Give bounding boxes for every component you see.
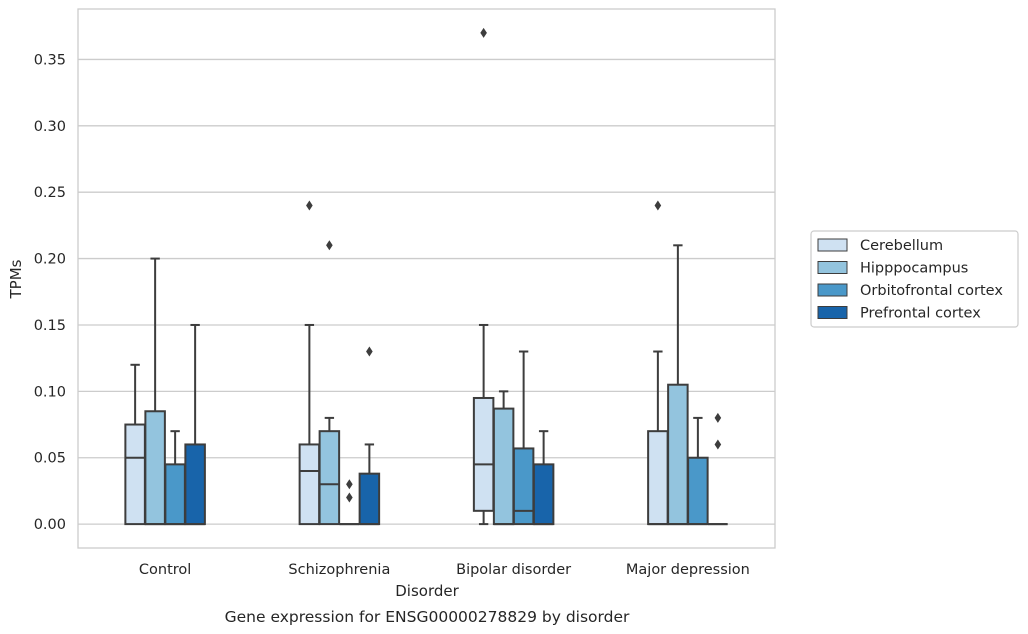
legend-label: Orbitofrontal cortex (860, 283, 1003, 299)
legend-frame (810, 230, 1019, 328)
y-tick-label: 0.05 (34, 451, 66, 467)
legend-label: Hipppocampus (860, 261, 968, 277)
legend: Cerebellum Hipppocampus Orbitofrontal cort… (810, 230, 1019, 328)
box-hipppocampus (144, 257, 166, 526)
y-axis-label: TPMs (7, 259, 25, 299)
plot-frame (77, 8, 776, 549)
outlier-point (714, 439, 722, 450)
box-body (687, 456, 709, 526)
outlier-point (346, 492, 353, 503)
box-hipppocampus (492, 390, 515, 526)
box-body (532, 463, 555, 526)
legend-item: Prefrontal cortex (817, 306, 981, 322)
outlier-point (714, 412, 722, 423)
box-orbitofrontal-cortex (339, 479, 360, 526)
box-body (124, 423, 146, 526)
box-body (184, 443, 206, 526)
chart-caption: Gene expression for ENSG00000278829 by d… (225, 608, 630, 626)
outlier-point (346, 479, 353, 490)
legend-swatch (817, 306, 848, 319)
box-body (144, 410, 166, 526)
legend-swatch (817, 261, 848, 274)
y-tick-label: 0.15 (34, 318, 66, 334)
x-tick-labels: Control Schizophrenia Bipolar disorder Majo… (139, 562, 750, 578)
box-body (164, 463, 186, 526)
box-hipppocampus (318, 240, 341, 526)
y-tick-label: 0.25 (34, 185, 66, 201)
legend-swatch (817, 238, 848, 252)
box-prefrontal-cortex (532, 430, 555, 526)
y-tick-label: 0.00 (34, 517, 66, 533)
box-hipppocampus (667, 244, 689, 526)
outlier-point (480, 27, 487, 38)
x-tick-label: Bipolar disorder (456, 562, 571, 578)
legend-label: Prefrontal cortex (860, 306, 981, 322)
y-tick-label: 0.10 (34, 384, 66, 400)
box-body (512, 447, 535, 526)
outlier-point (366, 346, 373, 357)
box-cerebellum (124, 363, 146, 526)
box-body (358, 472, 381, 526)
x-tick-label: Major depression (626, 562, 750, 578)
box-body (298, 443, 321, 526)
legend-swatch (817, 283, 848, 297)
legend-label: Cerebellum (860, 238, 943, 254)
y-tick-labels: 0.00 0.05 0.10 0.15 0.20 0.25 0.30 0.35 (34, 52, 66, 533)
y-tick-label: 0.30 (34, 119, 66, 135)
legend-item: Orbitofrontal cortex (817, 283, 1003, 299)
box-groups (124, 27, 728, 526)
box-orbitofrontal-cortex (687, 416, 709, 526)
outlier-point (326, 240, 333, 251)
box-body (492, 407, 515, 526)
outlier-point (306, 200, 313, 211)
box-body (472, 396, 495, 512)
x-tick-label: Schizophrenia (288, 562, 390, 578)
box-body (647, 430, 669, 526)
box-body (318, 430, 341, 526)
box-prefrontal-cortex (358, 346, 381, 526)
legend-item: Cerebellum (817, 238, 943, 254)
y-tick-label: 0.20 (34, 252, 66, 268)
box-body (667, 383, 689, 526)
box-prefrontal-cortex (184, 323, 206, 526)
outlier-point (654, 200, 662, 211)
box-cerebellum (298, 200, 321, 526)
box-prefrontal-cortex (708, 412, 728, 526)
x-axis-label: Disorder (395, 582, 459, 600)
y-tick-label: 0.35 (34, 52, 66, 68)
legend-item: Hipppocampus (817, 261, 968, 277)
x-tick-label: Control (139, 562, 191, 578)
